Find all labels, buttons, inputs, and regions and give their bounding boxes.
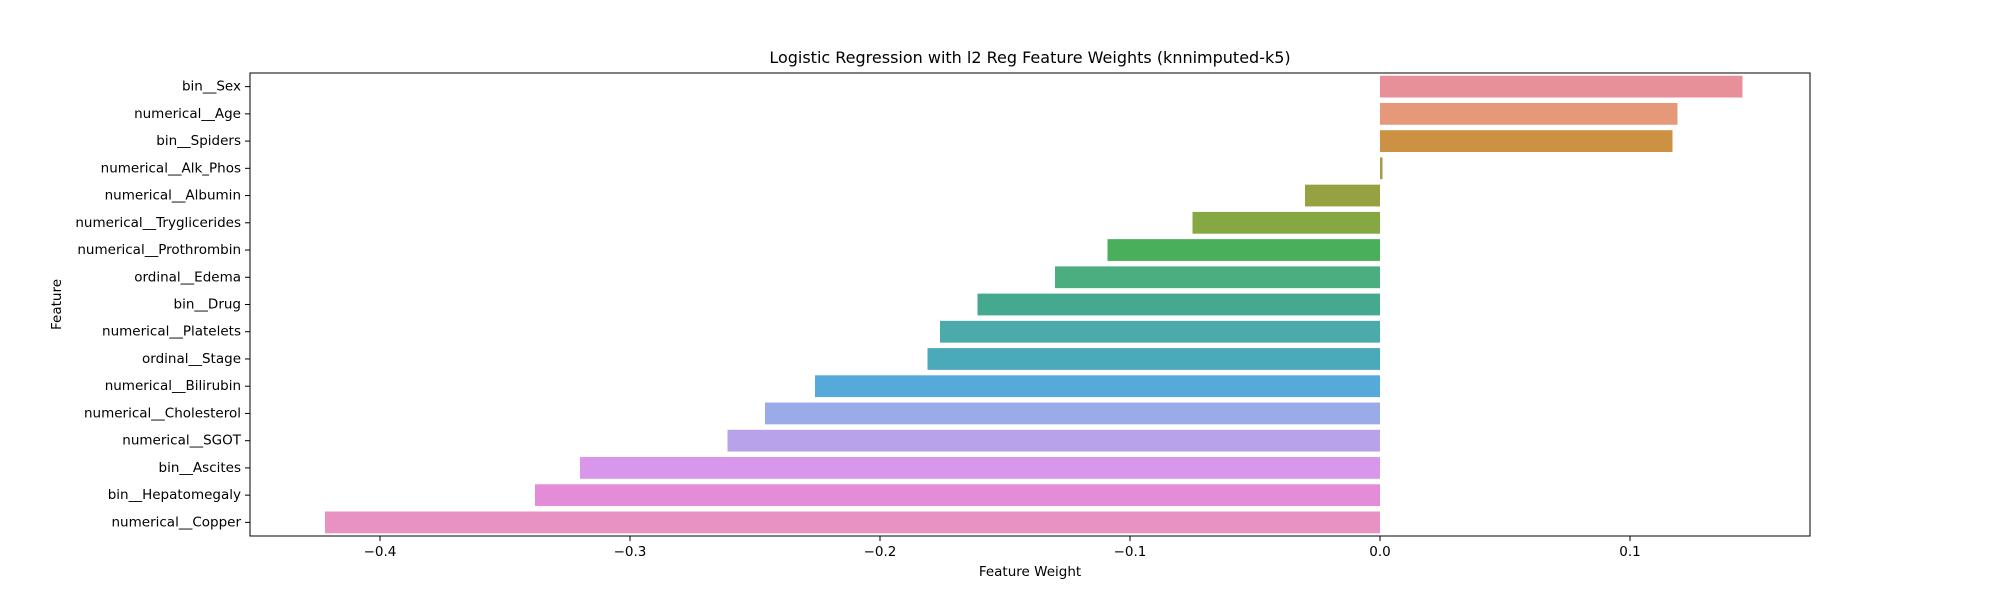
x-tick-label: −0.3	[614, 544, 647, 560]
y-tick-label: numerical__Prothrombin	[77, 242, 241, 258]
y-tick-label: numerical__Albumin	[105, 188, 241, 204]
bar	[727, 429, 1380, 452]
y-tick-label: bin__Ascites	[159, 460, 241, 476]
chart-title: Logistic Regression with l2 Reg Feature …	[769, 48, 1290, 67]
bar	[1305, 184, 1380, 207]
x-tick-label: −0.2	[864, 544, 897, 560]
x-tick-label: 0.1	[1619, 544, 1640, 560]
y-tick-label: numerical__SGOT	[122, 433, 241, 449]
bar	[1192, 211, 1380, 234]
y-tick-label: ordinal__Stage	[142, 351, 241, 367]
y-tick-label: bin__Drug	[174, 297, 241, 313]
x-axis-title: Feature Weight	[979, 564, 1081, 580]
bar	[325, 511, 1380, 534]
y-tick-label: bin__Spiders	[156, 133, 241, 149]
bar	[940, 320, 1380, 343]
bar	[927, 348, 1380, 370]
bar	[977, 293, 1380, 316]
y-tick-label: bin__Sex	[182, 79, 241, 95]
bar	[1380, 102, 1678, 125]
y-tick-label: bin__Hepatomegaly	[108, 487, 241, 503]
bar	[1380, 75, 1743, 98]
y-tick-label: numerical__Bilirubin	[105, 378, 241, 394]
x-tick-label: −0.1	[1114, 544, 1147, 560]
y-tick-label: ordinal__Edema	[134, 269, 241, 285]
x-axis-ticks: −0.4 −0.3 −0.2 −0.1 0.0 0.1	[364, 536, 1641, 560]
plot-frame	[249, 72, 1811, 537]
bars-group	[325, 75, 1743, 534]
y-tick-label: numerical__Tryglicerides	[75, 215, 241, 231]
bar	[1380, 130, 1673, 152]
y-tick-label: numerical__Age	[134, 106, 241, 122]
bar	[1055, 266, 1380, 289]
bar	[1107, 239, 1380, 261]
y-tick-label: numerical__Copper	[112, 514, 242, 530]
bar	[580, 457, 1380, 479]
y-tick-label: numerical__Alk_Phos	[101, 160, 241, 176]
bar	[535, 484, 1380, 507]
y-tick-label: numerical__Cholesterol	[84, 405, 241, 421]
y-axis-ticks: bin__Sex numerical__Age bin__Spidersnumeri…	[75, 79, 250, 530]
y-axis-title: Feature	[49, 279, 65, 330]
y-tick-label: numerical__Platelets	[102, 324, 241, 340]
x-tick-label: 0.0	[1369, 544, 1390, 560]
bar	[1380, 157, 1383, 180]
x-tick-label: −0.4	[364, 544, 397, 560]
bar	[815, 375, 1380, 398]
bar	[765, 402, 1380, 425]
